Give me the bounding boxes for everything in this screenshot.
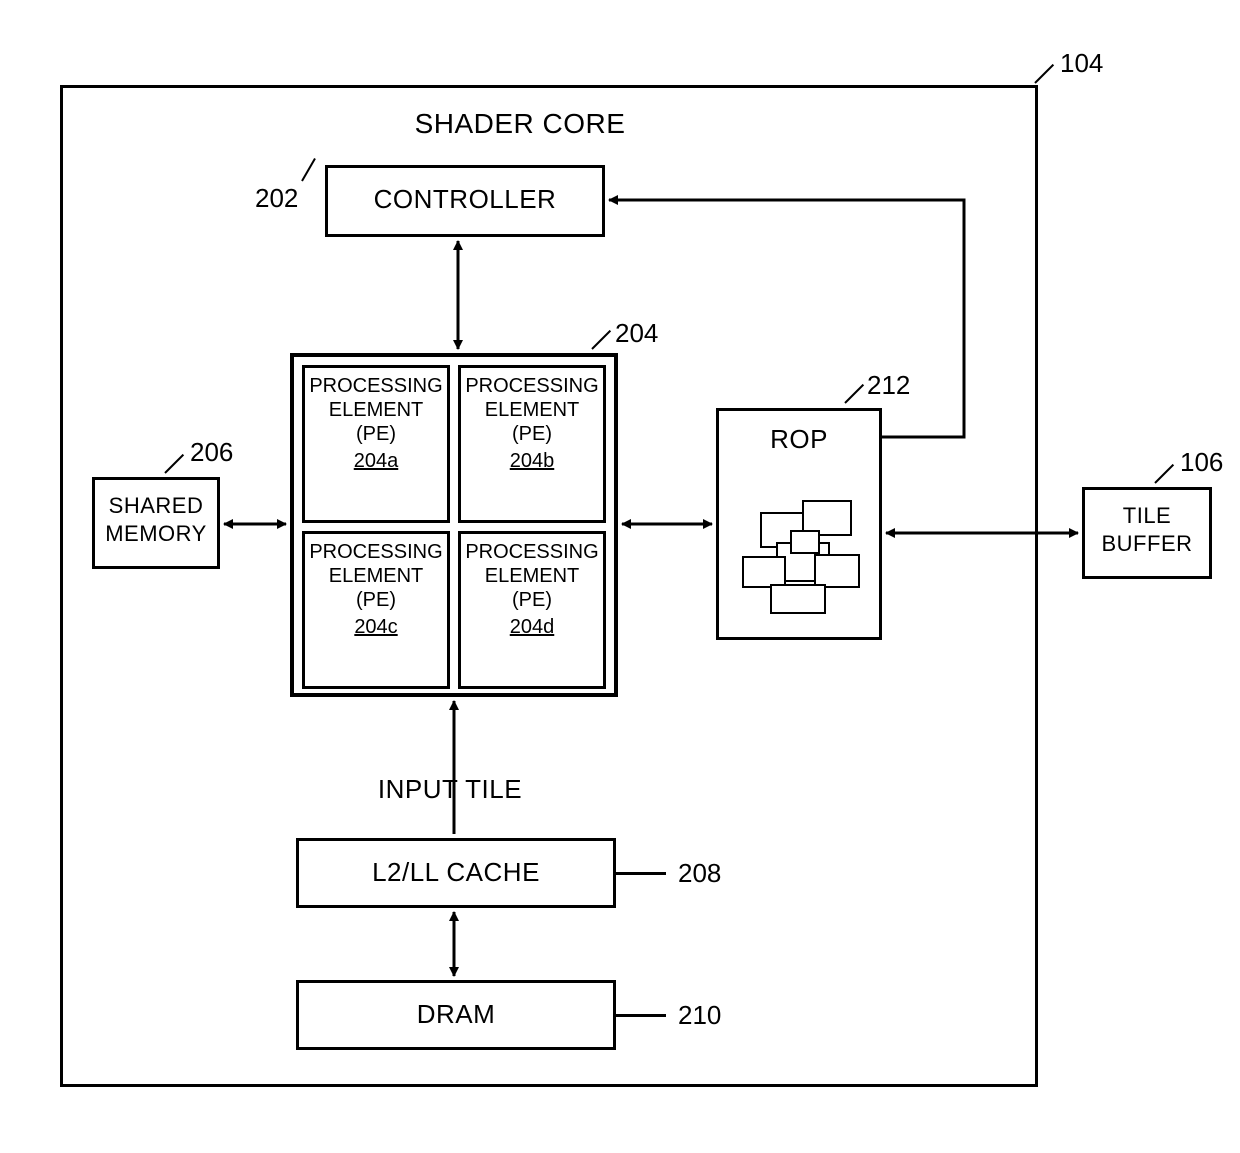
arrow-rop-ctrl xyxy=(609,200,964,437)
arrows-svg xyxy=(0,0,1240,1153)
